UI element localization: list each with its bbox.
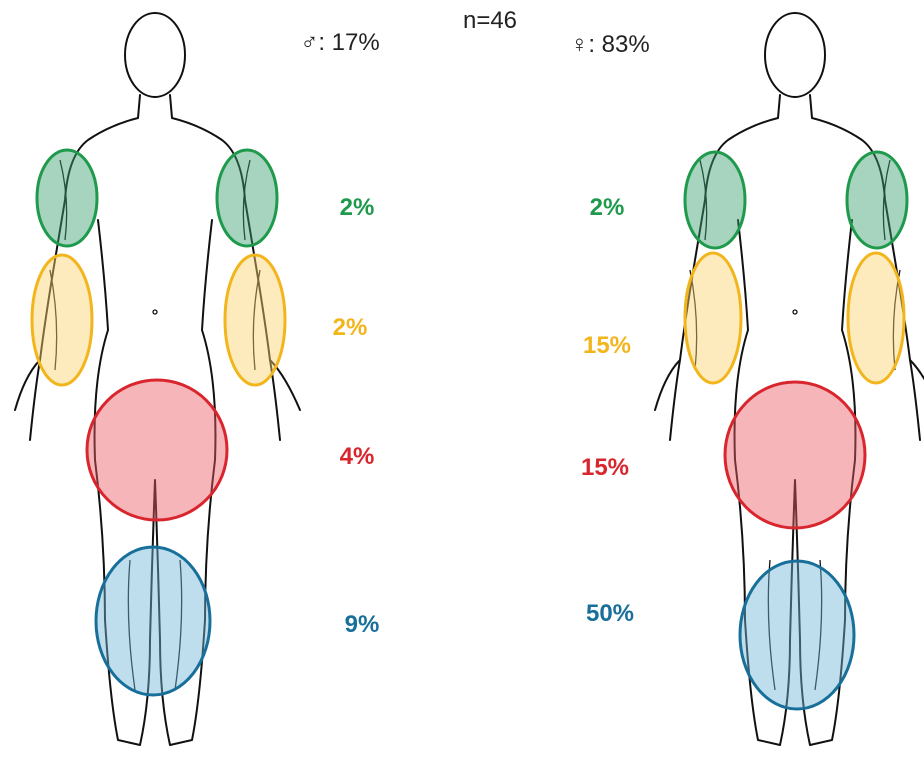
region-forearm	[32, 255, 92, 385]
male-forearm-pct: 2%	[333, 314, 368, 341]
region-forearm	[848, 253, 904, 383]
region-lower-leg	[96, 547, 210, 695]
region-thigh	[87, 380, 227, 520]
region-shoulder	[217, 150, 277, 246]
male-share: ♂: 17%	[300, 29, 379, 56]
region-lower-leg	[740, 561, 854, 709]
region-thigh	[725, 382, 865, 528]
female-thigh-pct: 15%	[581, 454, 629, 481]
region-shoulder	[37, 150, 97, 246]
sample-size: n=46	[463, 7, 517, 34]
region-shoulder	[685, 152, 745, 248]
female-forearm-pct: 15%	[583, 332, 631, 359]
male-thigh-pct: 4%	[340, 443, 375, 470]
region-forearm	[225, 255, 285, 385]
region-forearm	[685, 253, 741, 383]
female-share: ♀: 83%	[570, 31, 649, 58]
female-lower-leg-pct: 50%	[586, 600, 634, 627]
diagram: n=46 ♂: 17% ♀: 83% 2% 2% 4% 9% 2% 15% 15…	[0, 0, 924, 774]
female-shoulder-pct: 2%	[590, 194, 625, 221]
male-shoulder-pct: 2%	[340, 194, 375, 221]
male-lower-leg-pct: 9%	[345, 611, 380, 638]
region-shoulder	[847, 152, 907, 248]
page: n=46 ♂: 17% ♀: 83% 2% 2% 4% 9% 2% 15% 15…	[0, 0, 924, 774]
